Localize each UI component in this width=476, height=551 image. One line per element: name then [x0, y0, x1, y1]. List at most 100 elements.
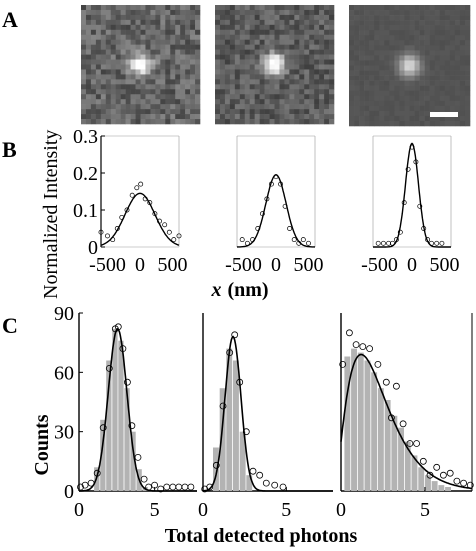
- data-point: [250, 237, 256, 243]
- image-pixel: [354, 65, 360, 71]
- image-pixel: [195, 54, 201, 60]
- image-pixel: [289, 54, 295, 60]
- image-pixel: [359, 95, 365, 102]
- image-pixel: [424, 25, 430, 31]
- image-pixel: [195, 24, 201, 31]
- image-pixel: [160, 19, 166, 26]
- fit-curve: [79, 328, 197, 492]
- image-pixel: [100, 84, 107, 90]
- image-pixel: [215, 49, 221, 55]
- image-pixel: [81, 44, 87, 50]
- image-pixel: [399, 70, 405, 76]
- image-pixel: [100, 94, 107, 100]
- data-point: [242, 428, 250, 436]
- image-pixel: [354, 90, 360, 97]
- image-pixel: [229, 99, 236, 105]
- image-pixel: [329, 79, 335, 85]
- histogram-bar: [425, 475, 431, 491]
- fit-curve: [340, 353, 473, 490]
- image-pixel: [384, 55, 390, 61]
- image-pixel: [135, 54, 141, 60]
- data-point: [397, 229, 403, 235]
- image-pixel: [120, 54, 126, 60]
- image-pixel: [100, 89, 107, 95]
- image-pixel: [105, 104, 112, 110]
- image-pixel: [90, 69, 97, 75]
- image-pixel: [309, 79, 315, 85]
- image-pixel: [269, 84, 275, 90]
- image-pixel: [150, 119, 156, 125]
- image-pixel: [289, 49, 295, 55]
- image-pixel: [224, 24, 231, 31]
- image-pixel: [379, 45, 385, 51]
- image-pixel: [319, 19, 325, 26]
- image-pixel: [394, 35, 400, 41]
- image-pixel: [299, 84, 305, 90]
- image-pixel: [259, 9, 265, 16]
- image-pixel: [419, 25, 425, 31]
- image-pixel: [324, 104, 330, 110]
- image-pixel: [249, 119, 255, 125]
- image-pixel: [379, 55, 385, 61]
- image-pixel: [120, 99, 126, 105]
- image-pixel: [299, 69, 305, 75]
- image-pixel: [100, 49, 107, 55]
- data-point: [296, 240, 302, 246]
- image-pixel: [434, 25, 441, 31]
- image-pixel: [105, 59, 112, 65]
- image-pixel: [464, 105, 471, 112]
- image-pixel: [224, 99, 231, 105]
- image-pixel: [394, 120, 400, 127]
- image-pixel: [449, 20, 456, 26]
- image-pixel: [324, 74, 330, 80]
- image-pixel: [100, 24, 107, 31]
- image-pixel: [81, 69, 87, 75]
- image-pixel: [464, 80, 471, 86]
- image-pixel: [414, 10, 420, 16]
- image-pixel: [384, 75, 390, 81]
- image-pixel: [384, 60, 390, 66]
- image-pixel: [269, 34, 275, 41]
- image-pixel: [180, 59, 186, 65]
- image-pixel: [394, 90, 400, 97]
- image-pixel: [314, 9, 320, 16]
- image-pixel: [219, 24, 226, 31]
- image-pixel: [135, 114, 141, 120]
- image-pixel: [409, 15, 415, 21]
- image-pixel: [409, 95, 415, 102]
- image-pixel: [259, 69, 265, 75]
- image-pixel: [115, 5, 121, 11]
- image-pixel: [279, 59, 285, 65]
- image-pixel: [239, 29, 246, 36]
- image-pixel: [324, 119, 330, 125]
- image-pixel: [185, 34, 191, 41]
- image-pixel: [135, 94, 141, 100]
- image-pixel: [369, 40, 375, 46]
- image-pixel: [359, 65, 365, 71]
- image-pixel: [165, 119, 171, 125]
- image-pixel: [459, 85, 466, 92]
- image-pixel: [319, 99, 325, 105]
- image-pixel: [215, 94, 221, 100]
- image-pixel: [464, 90, 471, 97]
- image-pixel: [444, 20, 451, 26]
- image-pixel: [180, 79, 186, 85]
- image-pixel: [389, 110, 395, 117]
- y-tick-label: 30: [54, 422, 74, 444]
- image-pixel: [215, 9, 221, 16]
- image-pixel: [175, 74, 181, 80]
- image-pixel: [414, 45, 420, 51]
- image-pixel: [170, 64, 176, 70]
- image-pixel: [409, 90, 415, 97]
- image-pixel: [289, 89, 295, 95]
- image-pixel: [464, 120, 471, 127]
- image-pixel: [304, 49, 310, 55]
- image-pixel: [324, 59, 330, 65]
- image-pixel: [160, 14, 166, 21]
- data-point: [157, 485, 165, 493]
- data-point: [140, 475, 148, 483]
- image-pixel: [459, 60, 466, 66]
- image-pixel: [195, 74, 201, 80]
- image-pixel: [439, 10, 446, 16]
- image-pixel: [419, 40, 425, 46]
